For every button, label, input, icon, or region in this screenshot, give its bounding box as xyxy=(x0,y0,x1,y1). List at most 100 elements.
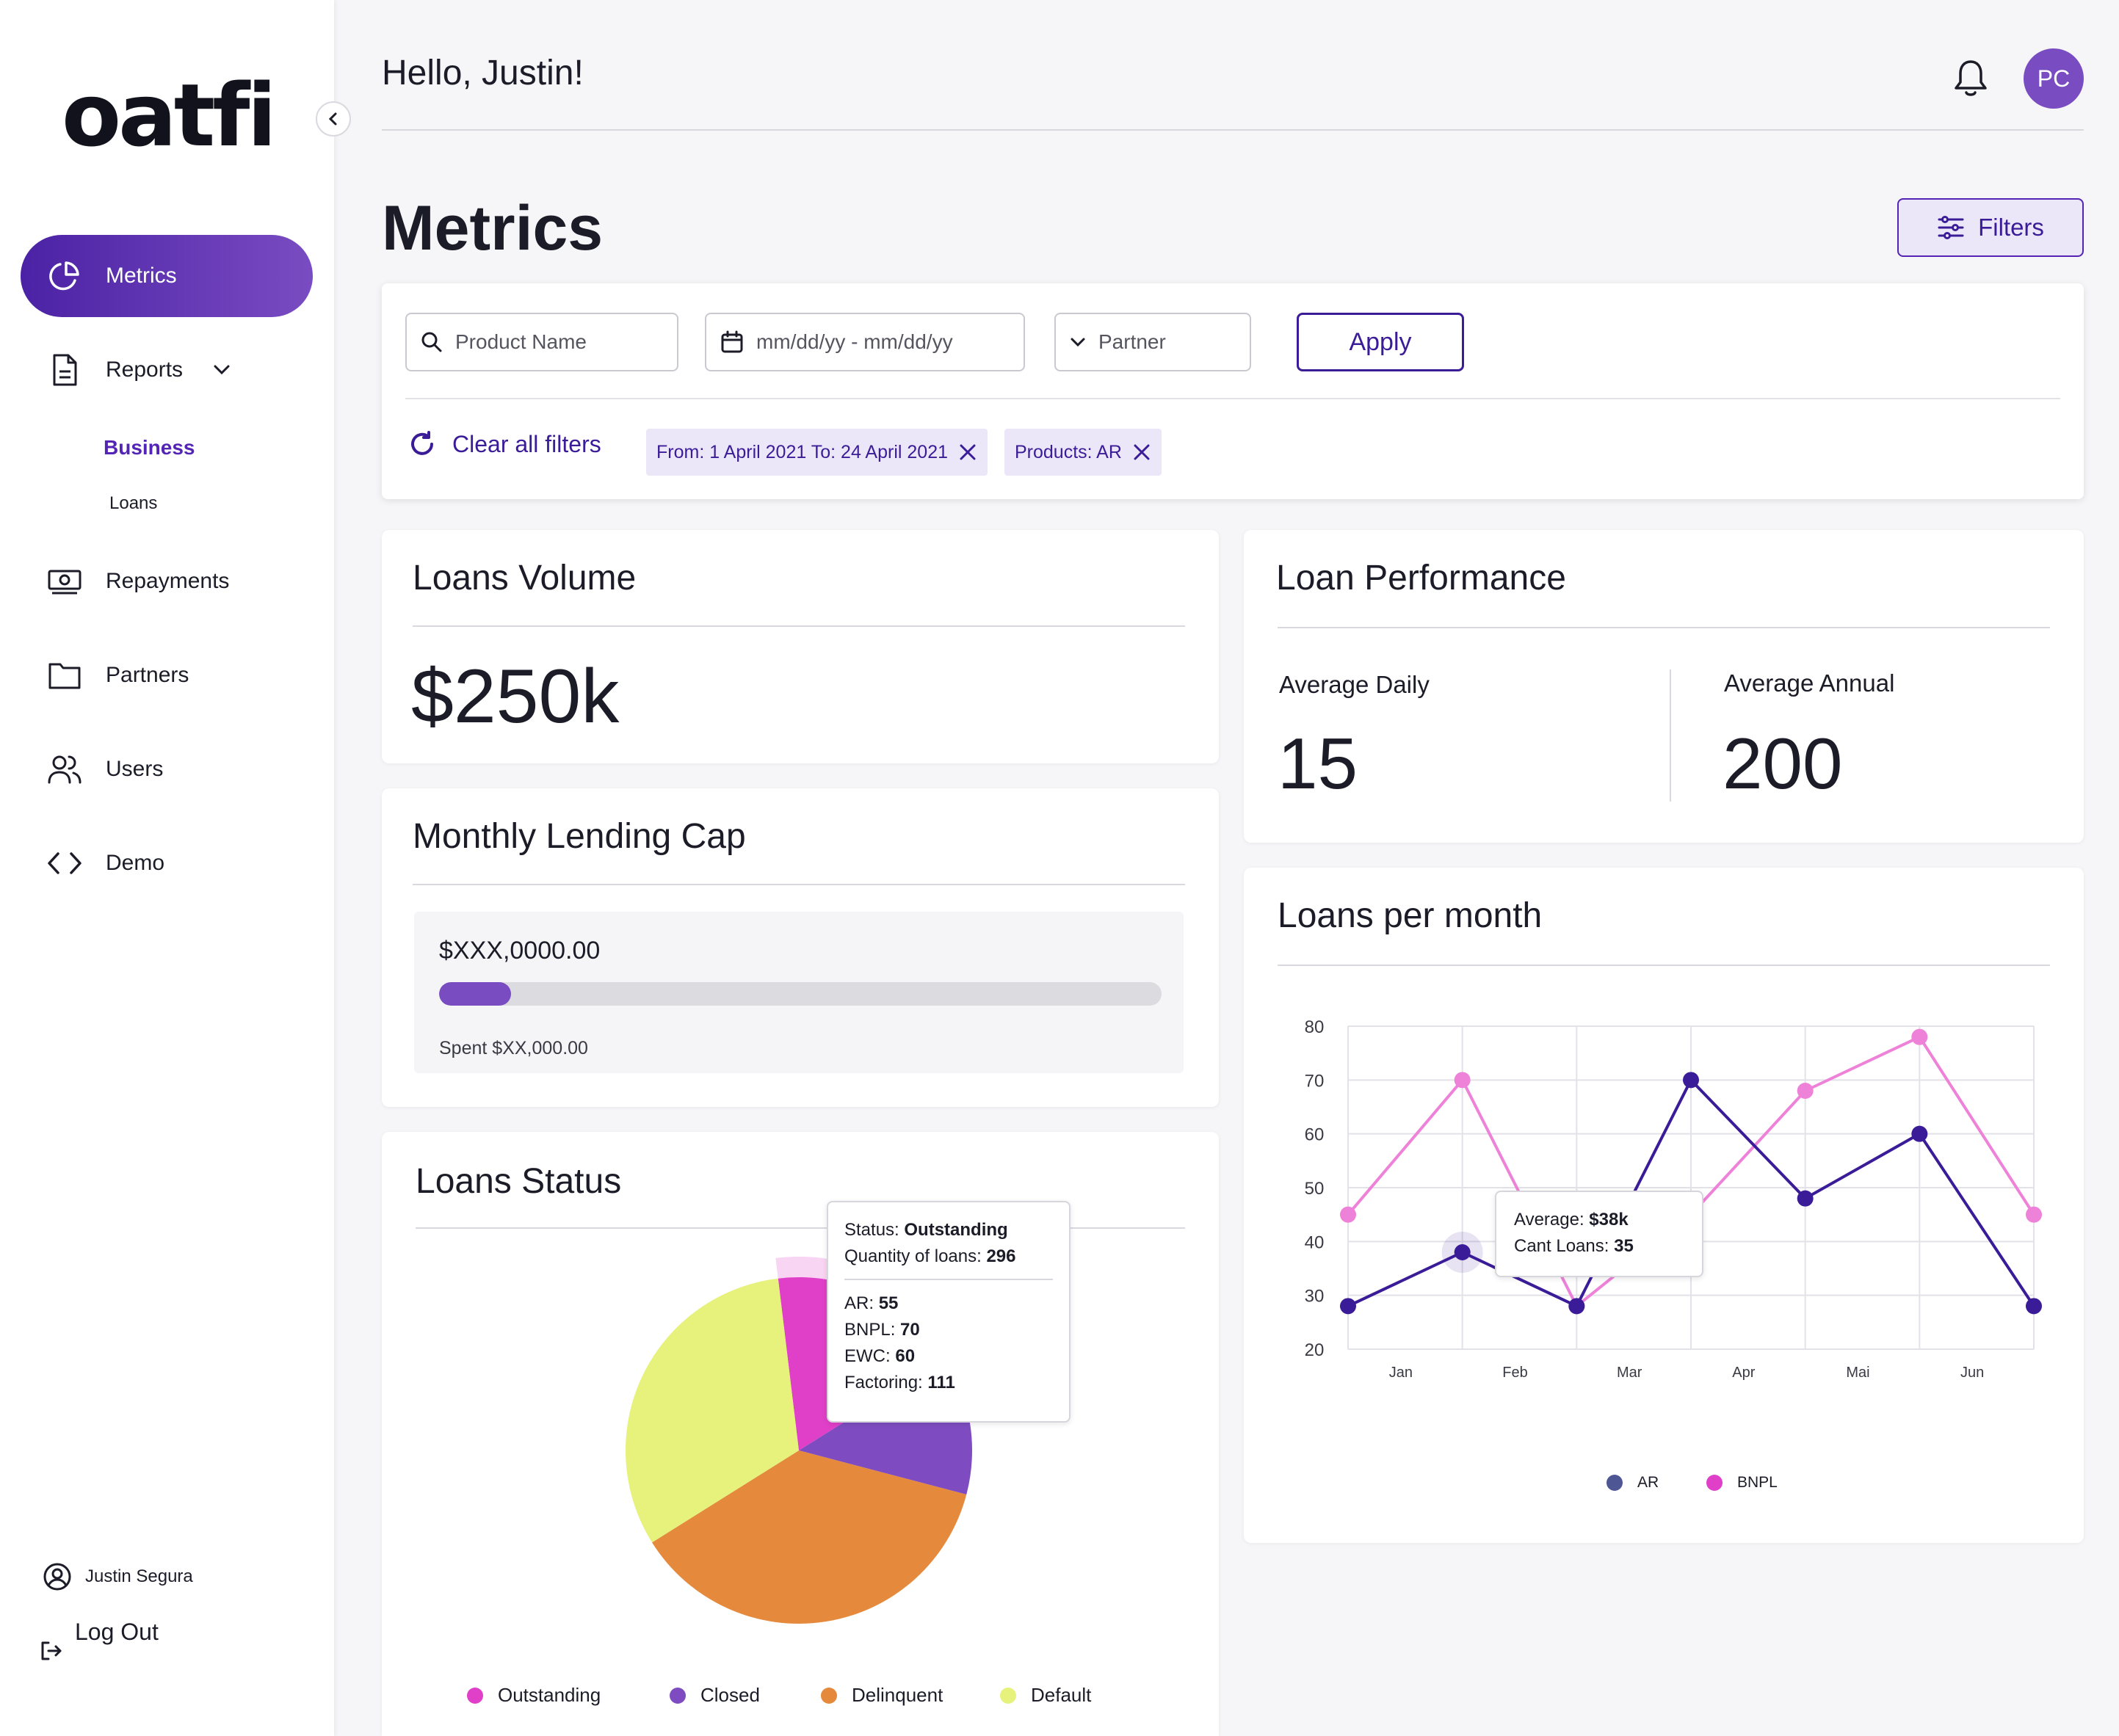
legend-label: Delinquent xyxy=(852,1684,943,1706)
legend-item-delinquent[interactable]: Delinquent xyxy=(821,1684,943,1707)
sidebar-subitem-loans[interactable]: Loans xyxy=(109,493,158,513)
search-icon xyxy=(421,332,442,352)
loans-per-month-line-chart: 80 70 60 50 40 30 20 Jan Feb Mar Apr Mai Jun xyxy=(1305,1017,2042,1381)
y-tick-label: 60 xyxy=(1305,1125,1325,1145)
chevron-left-icon xyxy=(328,112,337,126)
line-tooltip: Average: $38k Cant Loans: 35 xyxy=(1495,1191,1703,1277)
y-tick-label: 70 xyxy=(1305,1071,1325,1091)
product-name-input[interactable]: Product Name xyxy=(405,313,678,371)
legend-label: Outstanding xyxy=(498,1684,601,1706)
legend-label: AR xyxy=(1637,1474,1659,1491)
data-point-bnpl xyxy=(2026,1206,2042,1223)
card-divider xyxy=(413,625,1185,627)
calendar-icon xyxy=(721,330,743,353)
pie-tooltip: Status: Outstanding Quantity of loans: 2… xyxy=(827,1201,1071,1423)
date-filter-chip[interactable]: From: 1 April 2021 To: 24 April 2021 xyxy=(646,429,988,476)
lending-cap-title: Monthly Lending Cap xyxy=(413,817,746,856)
tooltip-average-value: $38k xyxy=(1589,1210,1629,1230)
tooltip-row-label: BNPL: xyxy=(844,1320,896,1340)
data-point-ar xyxy=(1454,1244,1471,1260)
card-divider xyxy=(416,1227,1185,1229)
tooltip-row-value: 111 xyxy=(927,1373,955,1392)
tooltip-count-label: Cant Loans: xyxy=(1514,1236,1609,1256)
logout-button[interactable]: Log Out xyxy=(40,1619,159,1660)
product-filter-chip[interactable]: Products: AR xyxy=(1004,429,1162,476)
tooltip-row-label: AR: xyxy=(844,1293,874,1313)
legend-item-outstanding[interactable]: Outstanding xyxy=(467,1684,601,1707)
x-tick-label: Feb xyxy=(1502,1365,1527,1381)
legend-swatch xyxy=(821,1687,837,1704)
loans-status-card: Loans Status Status: Outstanding Quantit… xyxy=(382,1132,1219,1736)
average-daily-label: Average Daily xyxy=(1279,671,1430,698)
loan-performance-card: Loan Performance Average Daily 15 Averag… xyxy=(1244,530,2084,843)
loans-volume-card: Loans Volume $250k xyxy=(382,530,1219,763)
apply-button[interactable]: Apply xyxy=(1297,313,1464,371)
tooltip-divider xyxy=(844,1279,1053,1280)
folder-icon xyxy=(46,656,84,694)
date-range-input[interactable]: mm/dd/yy - mm/dd/yy xyxy=(705,313,1025,371)
sidebar-item-demo[interactable]: Demo xyxy=(21,822,313,904)
code-icon xyxy=(46,844,84,882)
sidebar-item-label: Demo xyxy=(106,851,165,875)
date-range-placeholder: mm/dd/yy - mm/dd/yy xyxy=(756,330,953,353)
y-tick-label: 20 xyxy=(1305,1340,1325,1360)
x-tick-label: Mai xyxy=(1846,1365,1869,1381)
partner-select[interactable]: Partner xyxy=(1054,313,1251,371)
notifications-bell-icon[interactable] xyxy=(1952,57,1990,102)
filter-divider xyxy=(405,398,2060,399)
clear-filters-button[interactable]: Clear all filters xyxy=(408,430,601,458)
sidebar-item-repayments[interactable]: Repayments xyxy=(21,540,313,622)
tooltip-status-label: Status: xyxy=(844,1220,899,1240)
tooltip-count-value: 35 xyxy=(1614,1236,1634,1256)
sidebar-item-users[interactable]: Users xyxy=(21,728,313,810)
metric-divider xyxy=(1670,669,1671,802)
refresh-icon xyxy=(411,431,433,455)
loans-per-month-title: Loans per month xyxy=(1278,896,1543,935)
chevron-down-icon[interactable] xyxy=(212,363,231,377)
sidebar-item-reports[interactable]: Reports xyxy=(21,329,313,411)
tooltip-average-label: Average: xyxy=(1514,1210,1584,1230)
data-point-bnpl xyxy=(1911,1028,1928,1045)
document-icon xyxy=(46,351,84,389)
legend-item-bnpl[interactable]: BNPL xyxy=(1706,1474,1778,1492)
close-icon[interactable] xyxy=(1132,443,1151,462)
header-divider xyxy=(382,129,2084,131)
legend-item-default[interactable]: Default xyxy=(1000,1684,1091,1707)
lending-cap-card: Monthly Lending Cap $XXX,0000.00 Spent $… xyxy=(382,788,1219,1107)
cash-icon xyxy=(46,562,84,600)
user-profile[interactable]: Justin Segura xyxy=(43,1562,193,1591)
sidebar-item-label: Repayments xyxy=(106,569,230,593)
card-divider xyxy=(413,884,1185,885)
tooltip-row-label: EWC: xyxy=(844,1346,891,1366)
x-tick-label: Jun xyxy=(1960,1365,1984,1381)
loans-status-title: Loans Status xyxy=(416,1162,622,1201)
sidebar-item-label: Metrics xyxy=(106,264,177,288)
y-tick-label: 30 xyxy=(1305,1287,1325,1307)
sidebar-item-partners[interactable]: Partners xyxy=(21,634,313,716)
filters-label: Filters xyxy=(1978,214,2044,241)
chip-label: Products: AR xyxy=(1015,441,1122,462)
tooltip-row-value: 70 xyxy=(900,1320,920,1340)
legend-item-closed[interactable]: Closed xyxy=(670,1684,760,1707)
y-tick-label: 50 xyxy=(1305,1179,1325,1199)
filters-button[interactable]: Filters xyxy=(1897,198,2084,257)
legend-item-ar[interactable]: AR xyxy=(1607,1474,1659,1492)
legend-swatch xyxy=(1000,1687,1016,1704)
collapse-sidebar-button[interactable] xyxy=(316,101,351,137)
sidebar-item-metrics[interactable]: Metrics xyxy=(21,235,313,317)
oatfi-logo[interactable]: oatfi xyxy=(62,65,277,166)
loans-per-month-card: Loans per month 80 70 60 50 40 30 20 Jan Feb Mar A… xyxy=(1244,868,2084,1543)
data-point-bnpl xyxy=(1454,1072,1471,1089)
data-point-ar xyxy=(1911,1125,1928,1142)
pie-chart-icon xyxy=(46,257,84,295)
legend-swatch xyxy=(467,1687,483,1704)
data-point-ar xyxy=(1797,1190,1814,1207)
sidebar-item-label: Partners xyxy=(106,663,189,687)
logout-icon xyxy=(40,1640,63,1662)
average-annual-value: 200 xyxy=(1723,723,1843,804)
legend-swatch xyxy=(1607,1475,1623,1491)
close-icon[interactable] xyxy=(958,443,977,462)
sidebar-subitem-business[interactable]: Business xyxy=(104,436,195,459)
avatar[interactable]: PC xyxy=(2024,48,2084,109)
greeting: Hello, Justin! xyxy=(382,54,584,92)
